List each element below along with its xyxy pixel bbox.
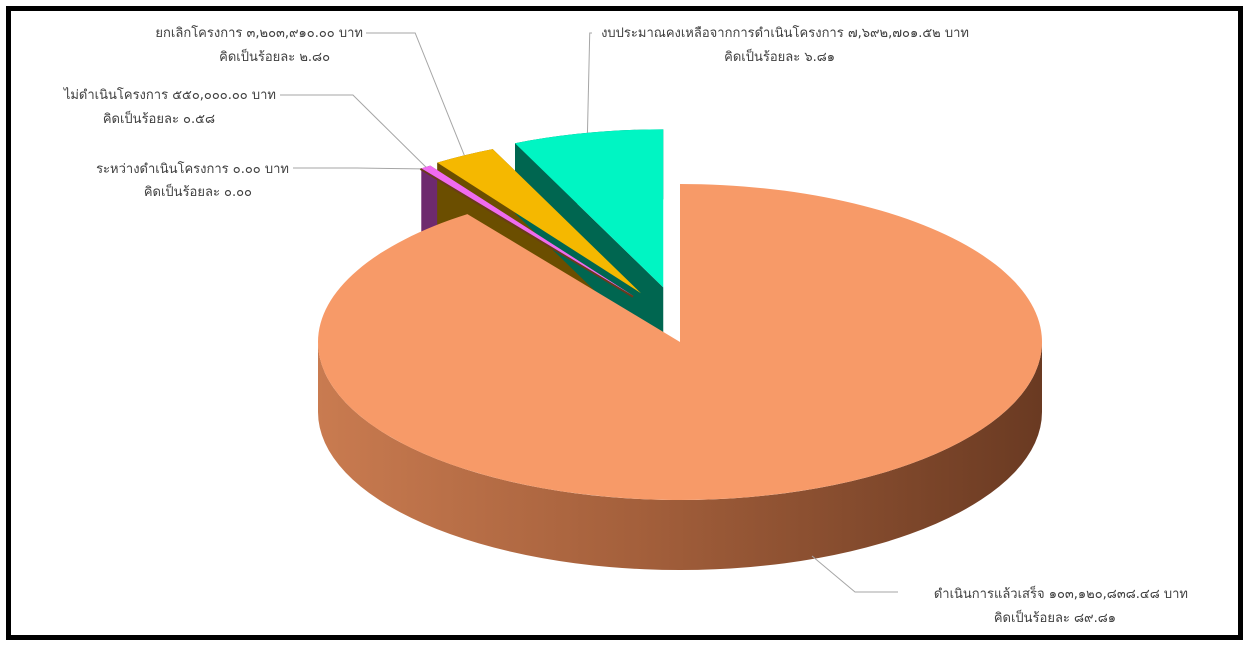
leader-line-slice-4 [586,32,592,133]
label-cancelled-amount: ยกเลิกโครงการ ๓,๒๐๓,๙๑๐.๐๐ บาท [155,25,363,41]
label-completed-amount: ดำเนินการแล้วเสร็จ ๑๐๓,๑๒๐,๘๓๘.๔๘ บาท [934,584,1188,602]
label-not-implemented-amount: ไม่ดำเนินโครงการ ๕๕๐,๐๐๐.๐๐ บาท [63,87,276,103]
leader-line-slice-0 [811,555,898,593]
slice-2-rim-wall [421,165,431,239]
leader-line-slice-3 [366,32,465,156]
label-cancelled-percent: คิดเป็นร้อยละ ๒.๘๐ [219,47,330,65]
slice-3-top [437,149,641,294]
leader-lines [280,32,898,593]
label-remaining-amount: งบประมาณคงเหลือจากการดำเนินโครงการ ๗,๖๙๒… [601,25,969,41]
label-remaining-percent: คิดเป็นร้อยละ ๖.๘๑ [724,47,835,65]
leader-line-slice-1 [293,167,421,170]
label-in-progress-percent: คิดเป็นร้อยละ ๐.๐๐ [144,182,252,200]
slice-1-top [419,168,634,298]
label-completed-percent: คิดเป็นร้อยละ ๘๙.๘๑ [994,608,1116,626]
slice-0-top [317,184,1042,500]
label-in-progress-amount: ระหว่างดำเนินโครงการ ๐.๐๐ บาท [96,161,289,177]
slice-0-outer-wall [318,342,1042,570]
slice-4-top [515,129,664,288]
label-not-implemented-percent: คิดเป็นร้อยละ ๐.๕๘ [103,109,215,127]
data-labels: ยกเลิกโครงการ ๓,๒๐๓,๙๑๐.๐๐ บาท คิดเป็นร้… [63,25,1188,626]
pie-top-faces [317,129,1042,500]
leader-line-slice-2 [280,94,427,168]
slice-2-top [421,165,634,297]
